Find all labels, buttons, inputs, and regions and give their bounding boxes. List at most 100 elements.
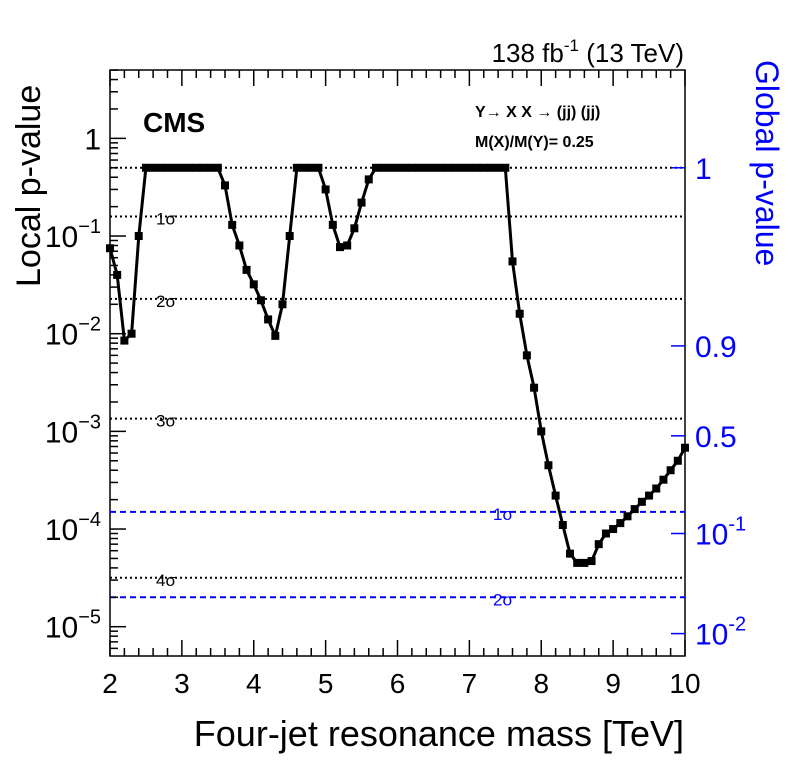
data-point — [436, 163, 445, 172]
data-point — [673, 456, 682, 465]
data-point — [336, 243, 344, 252]
data-point — [558, 520, 567, 529]
data-point — [566, 549, 574, 558]
data-point — [235, 241, 244, 250]
y-tick-label-exp: −5 — [78, 607, 101, 629]
data-point — [149, 163, 158, 172]
data-point — [551, 491, 560, 500]
y-tick-label-exp: −3 — [78, 411, 101, 433]
series-line — [108, 166, 687, 565]
data-point — [609, 525, 618, 534]
data-point — [199, 163, 208, 172]
annotation-process-part: → — [536, 104, 552, 121]
data-point — [307, 163, 316, 172]
lumi-pre: 138 fb — [492, 38, 564, 68]
data-point — [285, 232, 294, 241]
x-tick-label: 4 — [246, 668, 262, 699]
data-point — [292, 163, 301, 172]
data-point — [637, 497, 646, 506]
data-point — [120, 336, 129, 345]
annotation-mass-ratio: M(X)/M(Y)= 0.25 — [475, 134, 594, 151]
y2-axis-title: Global p-value — [749, 60, 785, 266]
right-tick-label-exp: -2 — [728, 614, 746, 636]
data-point — [616, 519, 625, 528]
x-tick-label: 9 — [605, 668, 621, 699]
x-tick-label: 2 — [102, 668, 118, 699]
data-point — [163, 163, 172, 172]
right-tick-label: 10-2 — [695, 614, 746, 652]
data-point — [249, 280, 258, 289]
data-point — [278, 300, 287, 309]
data-point — [666, 466, 675, 475]
data-point — [544, 461, 553, 470]
data-point — [343, 241, 352, 250]
data-point — [264, 315, 273, 324]
annotation-process-part: X X — [502, 104, 537, 121]
x-tick-label: 5 — [318, 668, 334, 699]
data-point — [537, 427, 546, 436]
data-point — [501, 163, 510, 172]
data-point — [350, 224, 359, 233]
data-point — [386, 163, 395, 172]
x-axis-title: Four-jet resonance mass [TeV] — [194, 713, 684, 754]
x-tick-label: 8 — [533, 668, 549, 699]
data-point — [458, 163, 467, 172]
data-point — [256, 296, 265, 305]
data-point — [573, 558, 582, 567]
data-point — [300, 163, 309, 172]
data-point — [213, 163, 222, 172]
data-point — [127, 329, 136, 338]
data-point — [580, 558, 589, 567]
data-point — [206, 163, 215, 172]
y-axis-ticks: 110−110−210−310−410−5 — [45, 69, 126, 650]
right-tick-label-base: 10 — [695, 619, 728, 652]
y-tick-label-exp: −1 — [78, 216, 101, 238]
data-point — [465, 163, 474, 172]
y-tick-label: 10−1 — [45, 216, 101, 254]
data-point — [271, 331, 280, 340]
data-point — [587, 557, 596, 566]
y-tick-label: 10−4 — [45, 509, 101, 547]
data-point — [228, 220, 237, 229]
data-point — [407, 163, 416, 172]
x-tick-label: 7 — [462, 668, 478, 699]
right-tick-label: 10-1 — [695, 514, 746, 552]
data-point — [601, 529, 610, 538]
data-point — [530, 383, 539, 392]
cms-logo: CMS — [143, 107, 205, 138]
annotation-process-part: Y — [475, 104, 486, 121]
lumi-label: 138 fb-1 (13 TeV) — [492, 36, 684, 68]
annotation-process-part: (jj) (jj) — [552, 104, 600, 121]
local-sigma-label: 1σ — [156, 209, 176, 228]
data-point — [379, 163, 388, 172]
y-tick-label: 10−3 — [45, 411, 101, 449]
data-point — [645, 491, 654, 500]
data-point — [630, 505, 639, 514]
data-point — [134, 232, 143, 241]
data-point — [242, 265, 251, 274]
data-point — [393, 163, 402, 172]
data-point — [328, 220, 337, 229]
y-tick-label-base: 10 — [45, 319, 78, 352]
data-point — [515, 309, 524, 318]
data-point — [113, 270, 122, 279]
x-axis-ticks: 2 3 4 5 6 7 8 9 10 — [102, 70, 701, 699]
data-point — [106, 244, 114, 253]
data-point — [508, 257, 517, 266]
right-tick-label: 0.9 — [695, 331, 737, 364]
local-sigma-label: 2σ — [156, 292, 176, 311]
data-point — [177, 163, 186, 172]
right-tick-label: 0.5 — [695, 421, 737, 454]
y-tick-label-exp: −2 — [78, 314, 101, 336]
global-sigma-label: 1σ — [493, 505, 513, 524]
data-point — [415, 163, 424, 172]
data-point — [479, 163, 488, 172]
y-axis-title: Local p-value — [10, 85, 48, 287]
local-sigma-label: 3σ — [156, 412, 176, 431]
data-point — [522, 351, 531, 360]
right-tick-label: 1 — [695, 153, 712, 186]
lumi-sup: -1 — [564, 36, 579, 55]
series-local-pvalue — [106, 163, 689, 567]
right-tick-label-base: 10 — [695, 519, 728, 552]
